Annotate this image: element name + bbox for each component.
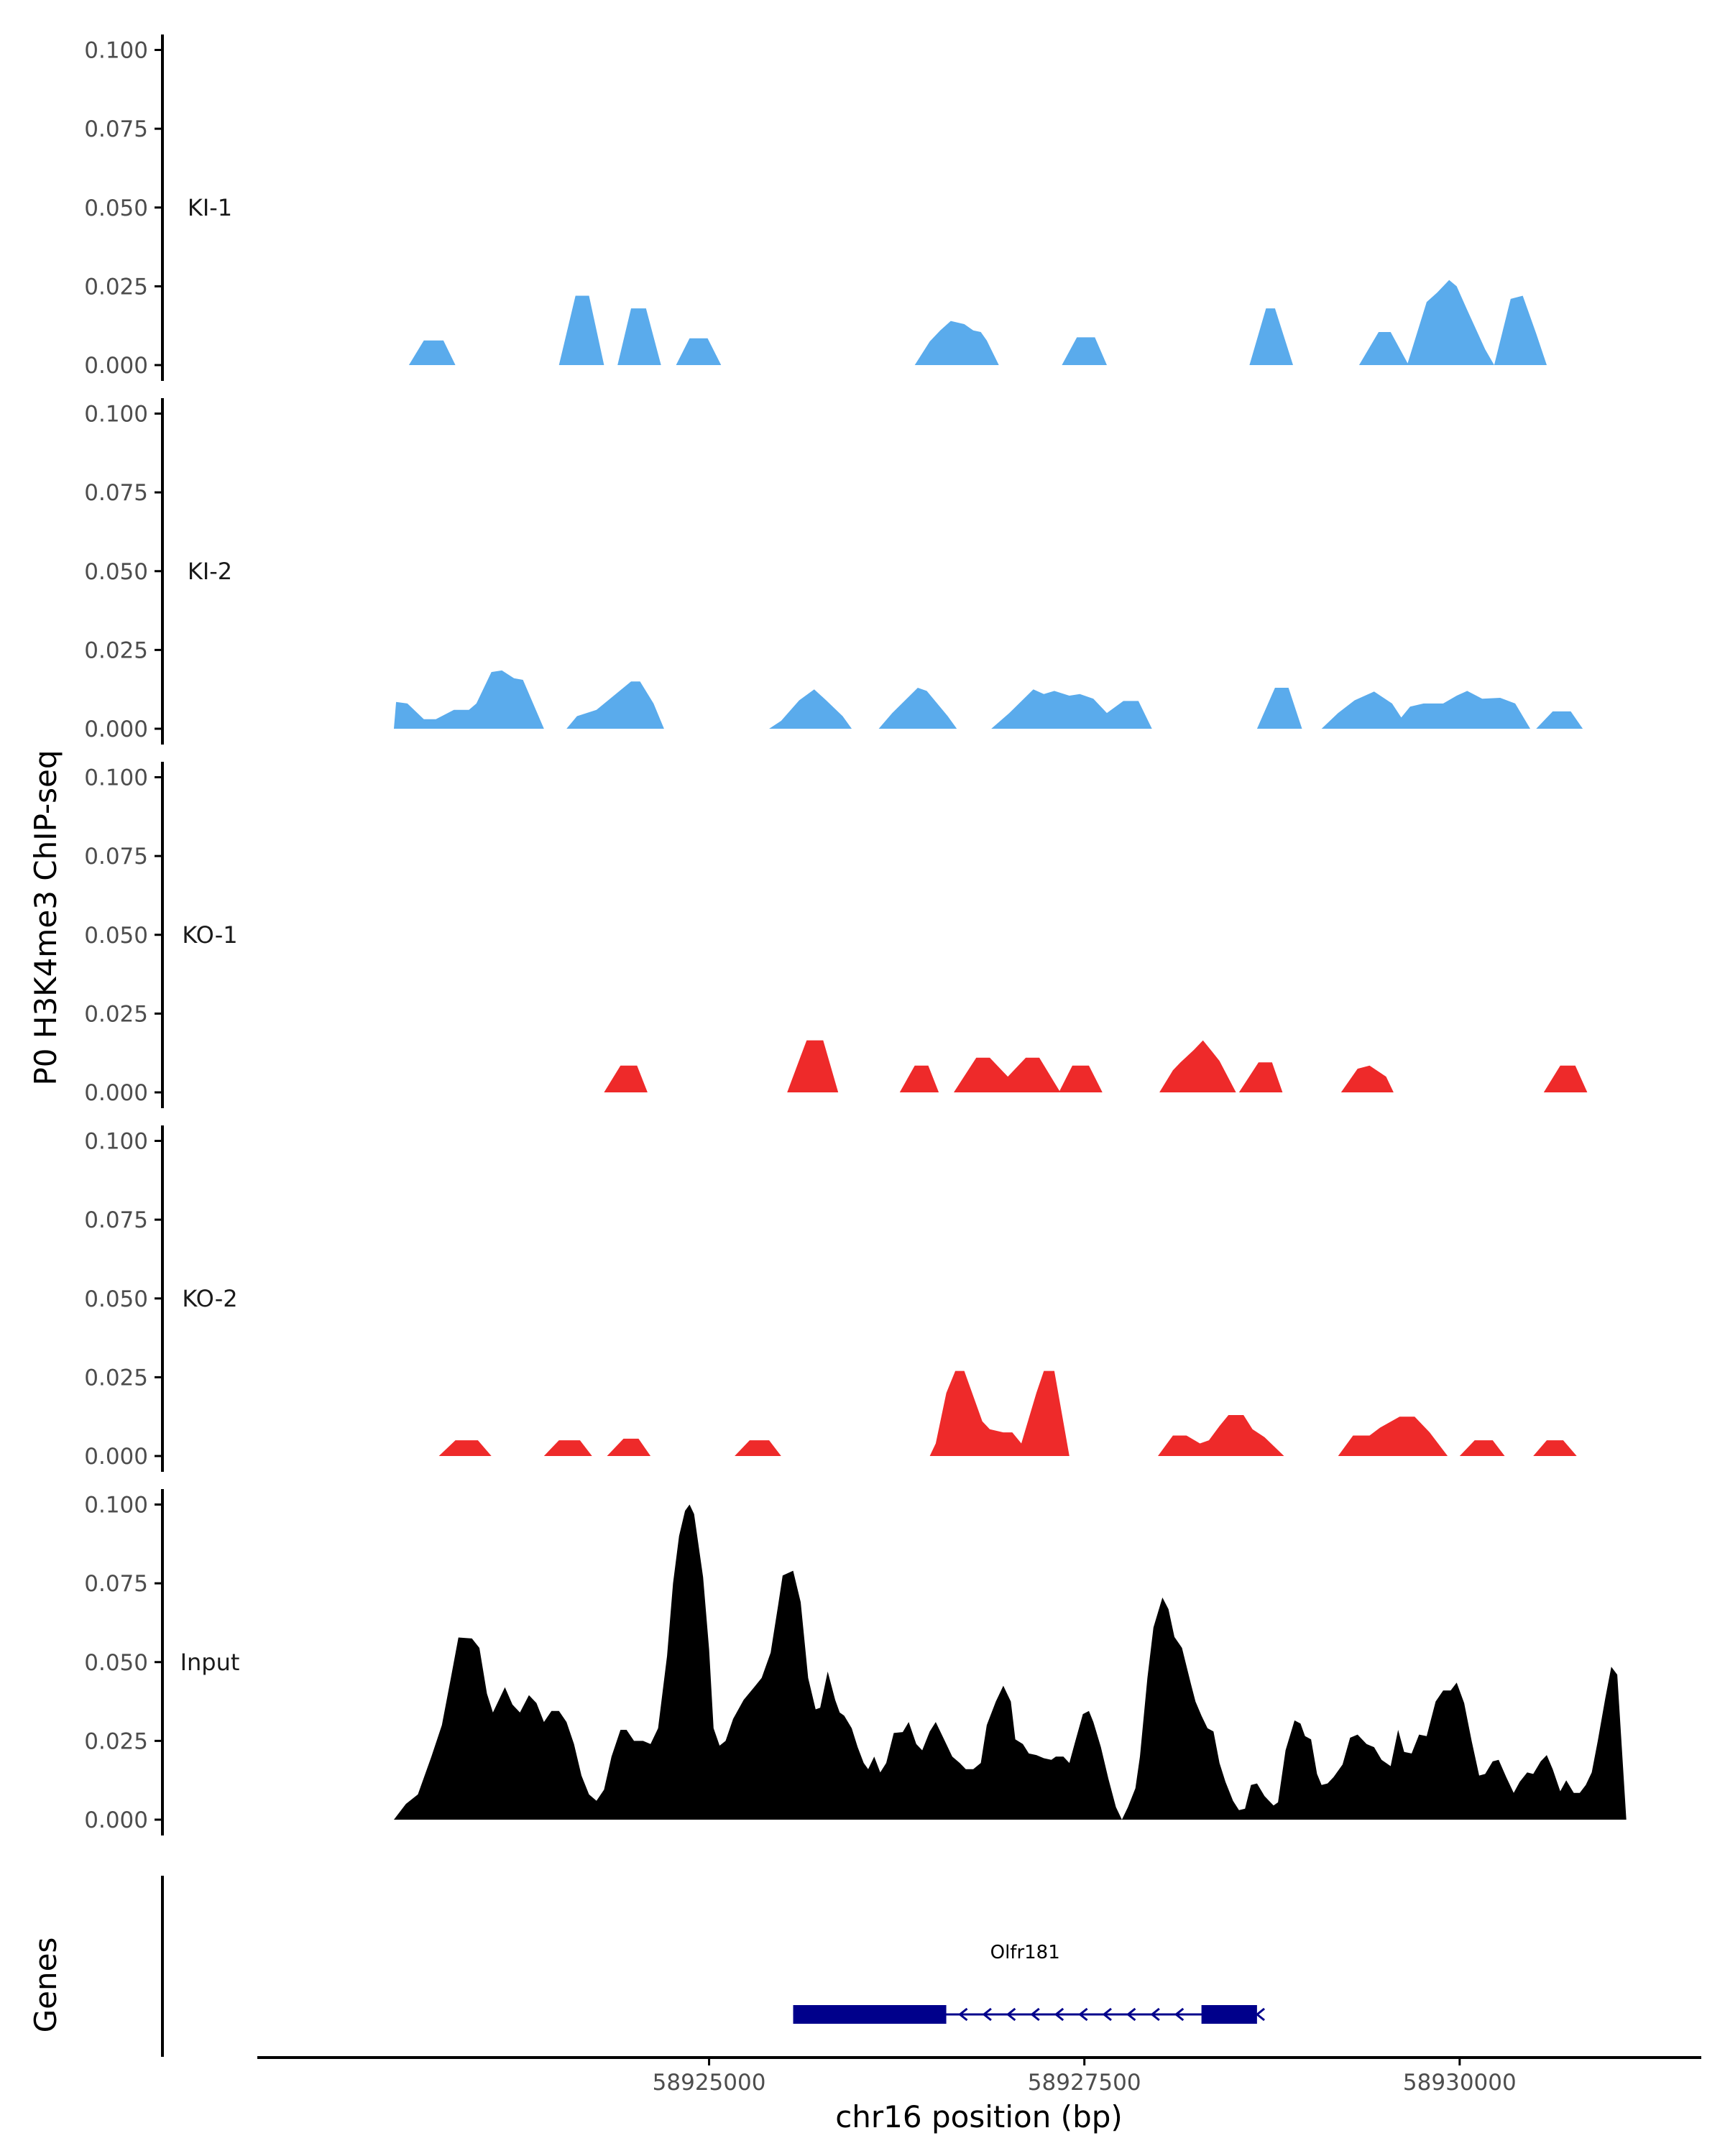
signal-peak xyxy=(558,295,604,365)
signal-peak xyxy=(408,340,456,365)
signal-peak xyxy=(1062,337,1107,365)
track-ko-1: 0.000 0.025 0.050 0.075 0.100 KO-1 xyxy=(84,762,1588,1108)
y-tick-label: 0.050 xyxy=(84,559,148,585)
signal-peak xyxy=(1340,1065,1394,1092)
signal-peak xyxy=(1159,1040,1236,1092)
gene-name-label: Olfr181 xyxy=(990,1942,1060,1963)
signal-peak xyxy=(394,670,544,729)
signal-peak xyxy=(1407,280,1494,365)
y-tick-label: 0.050 xyxy=(84,923,148,949)
strand-arrow xyxy=(958,2007,968,2022)
signal-peak xyxy=(1158,1415,1284,1456)
y-tick-label: 0.100 xyxy=(84,1493,148,1519)
signal-peak xyxy=(1238,1062,1283,1092)
track-label: KO-1 xyxy=(182,921,237,949)
y-tick-label: 0.050 xyxy=(84,1286,148,1312)
signal-peak xyxy=(1059,1065,1103,1092)
x-tick-label: 58925000 xyxy=(653,2070,766,2096)
y-tick-label: 0.100 xyxy=(84,1129,148,1155)
track-label: KI-1 xyxy=(188,194,232,221)
chipseq-tracks: 0.0000.0250.0500.0750.100KI-10.0000.0250… xyxy=(84,34,1627,1835)
signal-peak xyxy=(878,688,957,729)
signal-peak xyxy=(543,1440,592,1456)
signal-peak xyxy=(1358,332,1409,365)
signal-peak xyxy=(607,1438,651,1456)
y-tick-label: 0.000 xyxy=(84,1444,148,1470)
genes-axis-title: Genes xyxy=(28,1938,63,2033)
x-tick-label: 58927500 xyxy=(1028,2070,1141,2096)
y-tick-label: 0.075 xyxy=(84,1207,148,1233)
signal-peak xyxy=(1459,1440,1505,1456)
y-tick-label: 0.100 xyxy=(84,765,148,791)
signal-peak xyxy=(735,1440,781,1456)
y-tick-label: 0.100 xyxy=(84,402,148,428)
signal-peak xyxy=(617,308,661,365)
strand-arrow xyxy=(1078,2007,1088,2022)
signal-peak xyxy=(769,689,852,729)
signal-peak xyxy=(1536,711,1583,729)
x-axis-title: chr16 position (bp) xyxy=(835,2099,1123,2134)
strand-arrow xyxy=(1255,2007,1265,2022)
y-tick-label: 0.000 xyxy=(84,353,148,379)
x-axis: 58925000 58927500 58930000 xyxy=(257,2056,1701,2096)
track-ki-2: 0.000 0.025 0.050 0.075 0.100 KI-2 xyxy=(84,398,1583,745)
gene-exon xyxy=(1201,2005,1257,2024)
strand-arrow xyxy=(982,2007,992,2022)
y-axis-title: P0 H3K4me3 ChIP-seq xyxy=(28,750,63,1085)
track-label: KO-2 xyxy=(182,1285,237,1312)
y-tick-label: 0.100 xyxy=(84,38,148,64)
signal-peak xyxy=(604,1065,648,1092)
y-tick-label: 0.000 xyxy=(84,717,148,742)
signal-peak xyxy=(566,681,664,729)
signal-peak xyxy=(899,1065,939,1092)
signal-peak xyxy=(1256,688,1302,729)
strand-arrow xyxy=(1174,2007,1184,2022)
strand-arrow xyxy=(1126,2007,1136,2022)
y-tick-label: 0.025 xyxy=(84,637,148,663)
y-tick-label: 0.075 xyxy=(84,844,148,870)
gene-track: Olfr181 xyxy=(161,1876,1265,2057)
y-tick-label: 0.025 xyxy=(84,274,148,300)
signal-peak xyxy=(954,1057,1061,1092)
y-tick-label: 0.025 xyxy=(84,1001,148,1027)
signal-peak xyxy=(1338,1416,1448,1456)
signal-peak xyxy=(787,1040,839,1092)
track-ki-1: 0.000 0.025 0.050 0.075 0.100 KI-1 xyxy=(84,34,1547,381)
strand-arrow xyxy=(1006,2007,1016,2022)
track-ko-2: 0.000 0.025 0.050 0.075 0.100 KO-2 xyxy=(84,1125,1577,1472)
signal-peak xyxy=(929,1370,1070,1456)
signal-peak xyxy=(1543,1065,1588,1092)
track-label: KI-2 xyxy=(188,558,232,585)
y-tick-label: 0.000 xyxy=(84,1080,148,1106)
strand-arrow xyxy=(1150,2007,1160,2022)
signal-peak xyxy=(1533,1440,1577,1456)
signal-peak xyxy=(991,689,1152,729)
signal-peak xyxy=(1494,295,1547,365)
gene-exon xyxy=(793,2005,947,2024)
y-tick-label: 0.050 xyxy=(84,195,148,221)
y-tick-label: 0.050 xyxy=(84,1650,148,1676)
y-tick-label: 0.075 xyxy=(84,480,148,506)
signal-peak xyxy=(1321,691,1409,729)
strand-arrow xyxy=(1030,2007,1040,2022)
track-label: Input xyxy=(180,1649,240,1676)
signal-peak xyxy=(1392,691,1530,729)
x-tick-label: 58930000 xyxy=(1403,2070,1517,2096)
strand-arrow xyxy=(1102,2007,1112,2022)
y-tick-label: 0.025 xyxy=(84,1365,148,1391)
y-tick-label: 0.000 xyxy=(84,1807,148,1833)
signal-peak xyxy=(438,1440,492,1456)
y-tick-label: 0.075 xyxy=(84,116,148,142)
y-tick-label: 0.075 xyxy=(84,1571,148,1597)
signal-peak xyxy=(1249,308,1293,365)
strand-arrow xyxy=(1054,2007,1064,2022)
signal-peak xyxy=(394,1504,1627,1820)
y-tick-label: 0.025 xyxy=(84,1728,148,1754)
signal-peak xyxy=(914,321,999,365)
track-input: 0.000 0.025 0.050 0.075 0.100 Input xyxy=(84,1489,1627,1835)
signal-peak xyxy=(676,338,722,365)
